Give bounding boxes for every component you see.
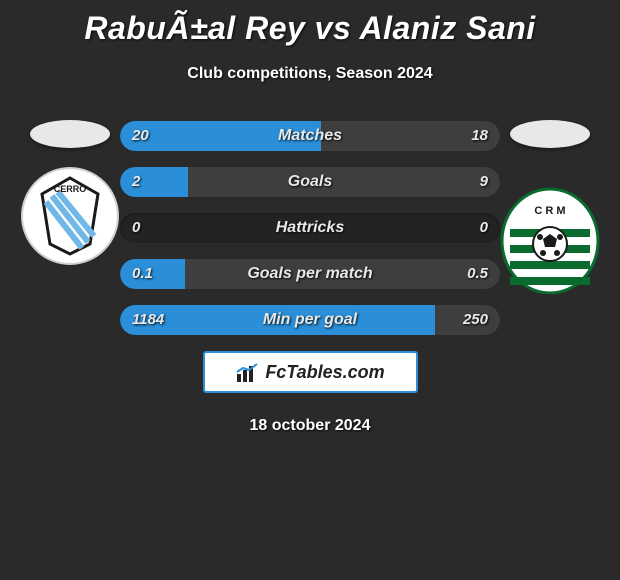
stat-row: Matches20 18 (120, 121, 500, 151)
source-label: FcTables.com (265, 362, 384, 383)
stat-label: Goals per match (120, 259, 500, 289)
stat-value-right: 9 (480, 167, 488, 197)
stat-label: Matches (120, 121, 500, 151)
stats-content: Matches20 18 Goals2 9 Hattricks0 0 Goals per m… (0, 121, 620, 435)
source-badge: FcTables.com (203, 351, 418, 393)
stat-row: Goals per match0.1 0.5 (120, 259, 500, 289)
subtitle: Club competitions, Season 2024 (0, 65, 620, 83)
stat-label: Hattricks (120, 213, 500, 243)
stat-value-right: 250 (463, 305, 488, 335)
source-badge-text: FcTables.com (235, 362, 384, 383)
stat-value-left: 1184 (132, 305, 164, 335)
stat-label: Min per goal (120, 305, 500, 335)
bar-chart-icon (235, 362, 261, 382)
stat-value-right: 18 (471, 121, 488, 151)
stat-value-left: 20 (132, 121, 149, 151)
stat-value-left: 0.1 (132, 259, 153, 289)
stat-row: Hattricks0 0 (120, 213, 500, 243)
page-title: RabuÃ±al Rey vs Alaniz Sani (0, 0, 620, 47)
stat-value-right: 0.5 (467, 259, 488, 289)
stat-value-left: 0 (132, 213, 140, 243)
stat-row: Goals2 9 (120, 167, 500, 197)
stat-bars: Matches20 18 Goals2 9 Hattricks0 0 Goals per m… (120, 121, 500, 335)
stat-row: Min per goal1184 250 (120, 305, 500, 335)
date-line: 18 october 2024 (0, 417, 620, 435)
stat-value-left: 2 (132, 167, 140, 197)
stat-label: Goals (120, 167, 500, 197)
stat-value-right: 0 (480, 213, 488, 243)
